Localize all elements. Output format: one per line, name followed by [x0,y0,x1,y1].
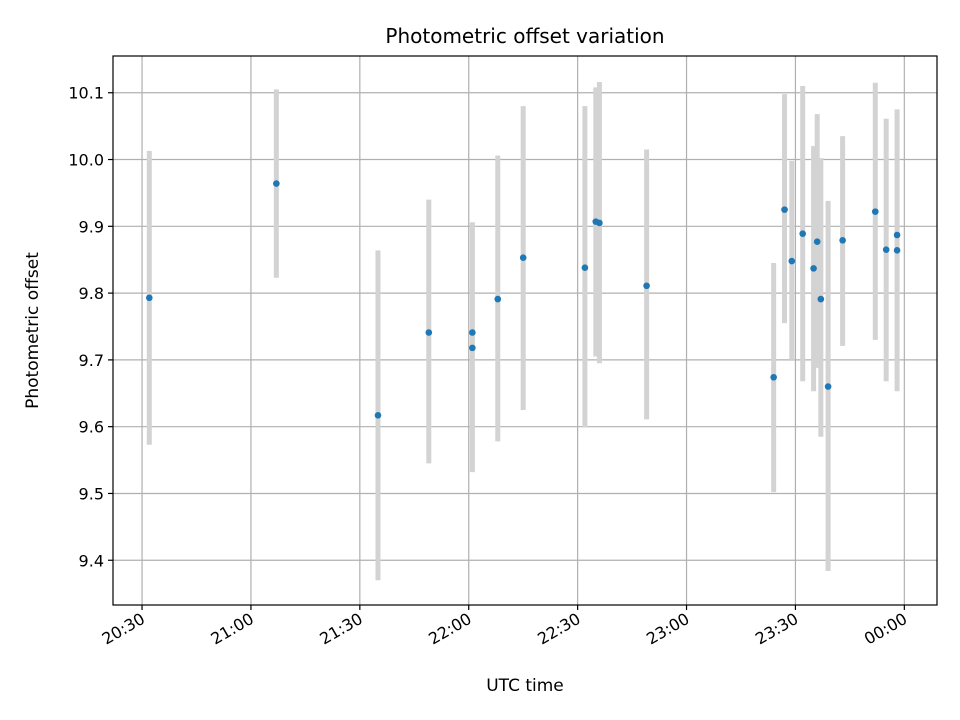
data-point [425,329,433,336]
data-point [596,219,603,227]
data-point [273,180,280,187]
data-point [469,329,476,336]
data-point [871,208,879,215]
data-point [788,257,796,265]
data-point [469,344,476,352]
y-tick-label: 10.1 [68,84,104,103]
data-point [813,238,821,245]
data-point [494,295,502,303]
y-tick-label: 9.7 [79,351,104,370]
y-tick-label: 9.4 [79,551,104,570]
data-point [145,294,153,302]
y-tick-label: 10.0 [68,151,104,170]
chart-title: Photometric offset variation [385,24,664,48]
data-point [893,231,901,239]
x-axis-label: UTC time [486,676,564,696]
y-tick-label: 9.6 [79,418,104,437]
data-point [581,264,589,272]
data-point [882,246,890,253]
data-point [817,295,825,303]
y-axis: 9.4 9.5 9.6 9.7 9.8 9.9 10.0 10.1 [68,84,113,570]
y-tick-label: 9.5 [79,484,104,503]
data-point [824,383,832,390]
data-point [799,230,806,237]
data-point [781,206,788,213]
data-point [810,265,817,272]
data-point [374,412,382,419]
data-point [519,254,527,262]
data-point [839,237,846,244]
data-points [145,180,901,419]
data-point [893,247,901,254]
y-tick-label: 9.9 [79,217,104,236]
data-point [770,373,777,381]
data-point [643,282,650,290]
plot-frame [112,55,938,606]
y-tick-label: 9.8 [79,284,104,303]
y-axis-label: Photometric offset [23,252,43,409]
